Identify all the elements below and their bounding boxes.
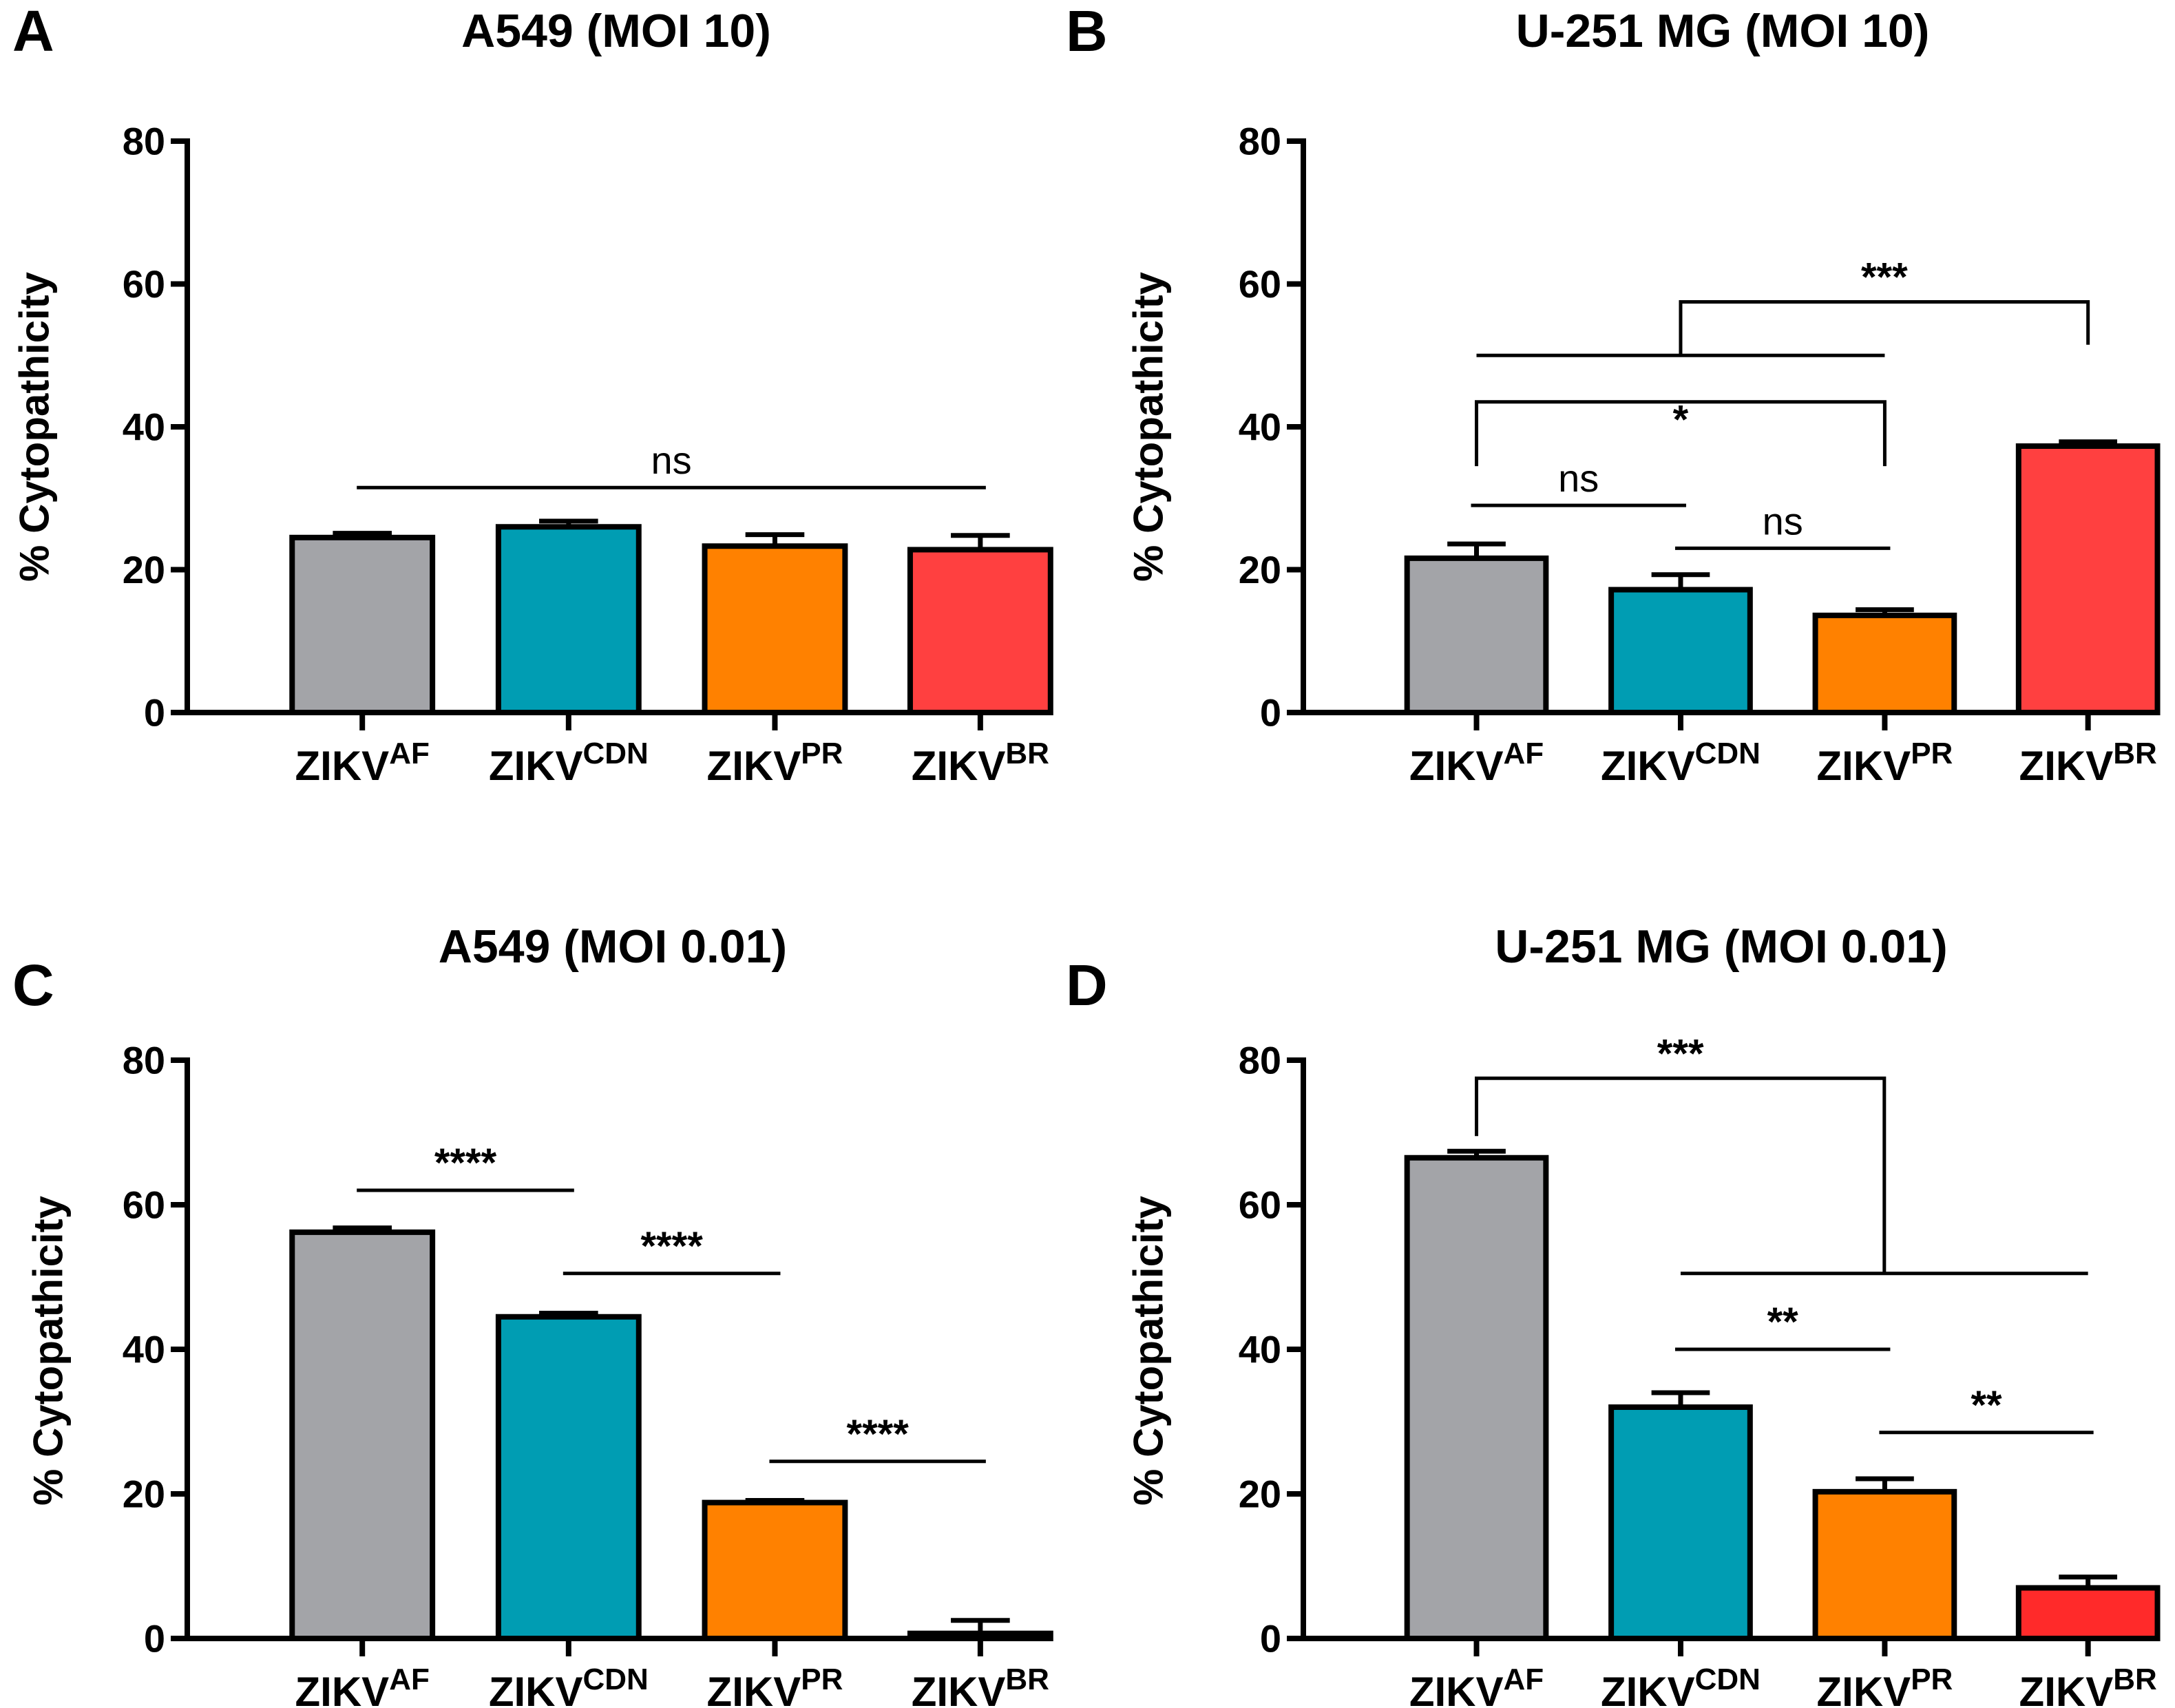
panel-c-significance-label: ****: [640, 1224, 703, 1269]
panel-d: D U-251 MG (MOI 0.01) % Cytopathicity 0 2…: [1066, 920, 2161, 1708]
panel-a-y-tick-label: 20: [123, 548, 165, 591]
panel-b-significance-label: ns: [1558, 456, 1599, 500]
panel-c-significance-label: ****: [434, 1141, 497, 1185]
panel-d-significance-label: **: [1971, 1383, 2002, 1428]
panel-b-significance-label: *: [1673, 398, 1689, 443]
panel-b-bar-br: [2015, 443, 2161, 715]
panel-a-letter: A: [12, 0, 54, 63]
panel-d-y-tick-label: 40: [1239, 1328, 1281, 1371]
panel-c-significance-label: ****: [847, 1412, 910, 1457]
panel-d-y-tick-label: 80: [1239, 1039, 1281, 1082]
panel-b-x-tick-label-cdn: ZIKVCDN: [1601, 737, 1761, 789]
panel-a-x-tick-label-af: ZIKVAF: [295, 737, 430, 789]
panel-a: A A549 (MOI 10) % Cytopathicity 0 20 40 60 8…: [12, 0, 1053, 789]
panel-b-significance-bracket: [1679, 299, 2090, 356]
panel-b-y-tick-label: 80: [1239, 120, 1281, 163]
panel-c-bar-af: [289, 1229, 436, 1641]
panel-b-bar-pr: [1812, 612, 1957, 716]
panel-d-significance-label: **: [1767, 1300, 1799, 1345]
panel-b-significance-bracket: [1475, 400, 1887, 467]
panel-d-bar-cdn: [1608, 1404, 1753, 1641]
panel-a-bar-br: [907, 547, 1053, 716]
panel-d-y-tick-label: 60: [1239, 1183, 1281, 1227]
panel-d-title: U-251 MG (MOI 0.01): [1495, 920, 1948, 973]
panel-c-letter: C: [12, 953, 54, 1018]
panel-b-bar-af: [1404, 555, 1549, 716]
panel-b-x-tick-label-af: ZIKVAF: [1409, 737, 1544, 789]
panel-c-plot: 0 20 40 60 80 ZIKVAF ZIKVCDN ZIKVPR ZIKVBR **** **…: [123, 1039, 1053, 1708]
panel-a-y-tick-label: 60: [123, 262, 165, 306]
panel-a-bar-cdn: [495, 524, 642, 715]
panel-c-title: A549 (MOI 0.01): [439, 920, 787, 973]
panel-a-bar-af: [289, 534, 436, 715]
panel-b-y-tick-label: 20: [1239, 548, 1281, 591]
panel-d-letter: D: [1066, 953, 1108, 1018]
panel-a-y-tick-label: 0: [144, 691, 165, 735]
panel-b-significance-label: ns: [1763, 499, 1803, 542]
panel-c-y-tick-label: 0: [144, 1617, 165, 1660]
panel-c-y-tick-label: 40: [123, 1328, 165, 1371]
panel-b-letter: B: [1066, 0, 1108, 63]
panel-a-x-tick-label-br: ZIKVBR: [912, 737, 1049, 789]
panel-d-bar-br: [2015, 1585, 2161, 1641]
panel-d-x-tick-label-af: ZIKVAF: [1409, 1663, 1544, 1708]
panel-d-x-tick-label-br: ZIKVBR: [2019, 1663, 2157, 1708]
panel-c: C A549 (MOI 0.01) % Cytopathicity 0 20 40 6…: [12, 920, 1053, 1708]
panel-c-y-tick-label: 80: [123, 1039, 165, 1082]
panel-c-y-tick-label: 60: [123, 1183, 165, 1227]
panel-a-x-tick-label-pr: ZIKVPR: [707, 737, 843, 789]
panel-d-bar-pr: [1812, 1488, 1957, 1642]
panel-a-significance-label: ns: [651, 439, 691, 482]
panel-c-bar-cdn: [495, 1314, 642, 1641]
panel-b-bar-cdn: [1608, 587, 1753, 715]
panel-c-x-tick-label-br: ZIKVBR: [912, 1663, 1049, 1708]
panel-c-x-tick-label-af: ZIKVAF: [295, 1663, 430, 1708]
panel-b-y-tick-label: 40: [1239, 405, 1281, 449]
panel-b-y-axis-label: % Cytopathicity: [1126, 271, 1172, 582]
panel-a-bar-pr: [702, 543, 848, 716]
panel-d-significance-label: ***: [1657, 1031, 1704, 1076]
panel-b-significance-label: ***: [1861, 255, 1908, 299]
panel-b-x-tick-label-pr: ZIKVPR: [1817, 737, 1953, 789]
panel-d-bar-af: [1404, 1155, 1549, 1641]
panel-d-significance-bracket: [1475, 1076, 1887, 1274]
panel-d-x-tick-label-pr: ZIKVPR: [1817, 1663, 1953, 1708]
panel-a-title: A549 (MOI 10): [461, 5, 771, 57]
panel-b-title: U-251 MG (MOI 10): [1516, 5, 1930, 57]
panel-d-x-tick-label-cdn: ZIKVCDN: [1601, 1663, 1761, 1708]
panel-c-x-tick-label-pr: ZIKVPR: [707, 1663, 843, 1708]
panel-c-y-axis-label: % Cytopathicity: [25, 1195, 72, 1506]
panel-d-y-tick-label: 20: [1239, 1473, 1281, 1516]
panel-c-y-tick-label: 20: [123, 1473, 165, 1516]
panel-a-y-axis-label: % Cytopathicity: [12, 271, 58, 582]
panel-c-bar-pr: [702, 1499, 848, 1642]
panel-a-plot: 0 20 40 60 80 ZIKVAF ZIKVCDN ZIKVPR ZIKVBR ns: [123, 120, 1053, 789]
panel-d-y-axis-label: % Cytopathicity: [1126, 1195, 1172, 1506]
panel-b-y-tick-label: 60: [1239, 262, 1281, 306]
panel-b: B U-251 MG (MOI 10) % Cytopathicity 0 20 4…: [1066, 0, 2161, 789]
panel-a-x-tick-label-cdn: ZIKVCDN: [489, 737, 649, 789]
panel-a-y-tick-label: 40: [123, 405, 165, 449]
panel-b-x-tick-label-br: ZIKVBR: [2019, 737, 2157, 789]
panel-d-y-tick-label: 0: [1260, 1617, 1281, 1660]
panel-a-y-tick-label: 80: [123, 120, 165, 163]
panel-b-y-tick-label: 0: [1260, 691, 1281, 735]
panel-c-x-tick-label-cdn: ZIKVCDN: [489, 1663, 649, 1708]
